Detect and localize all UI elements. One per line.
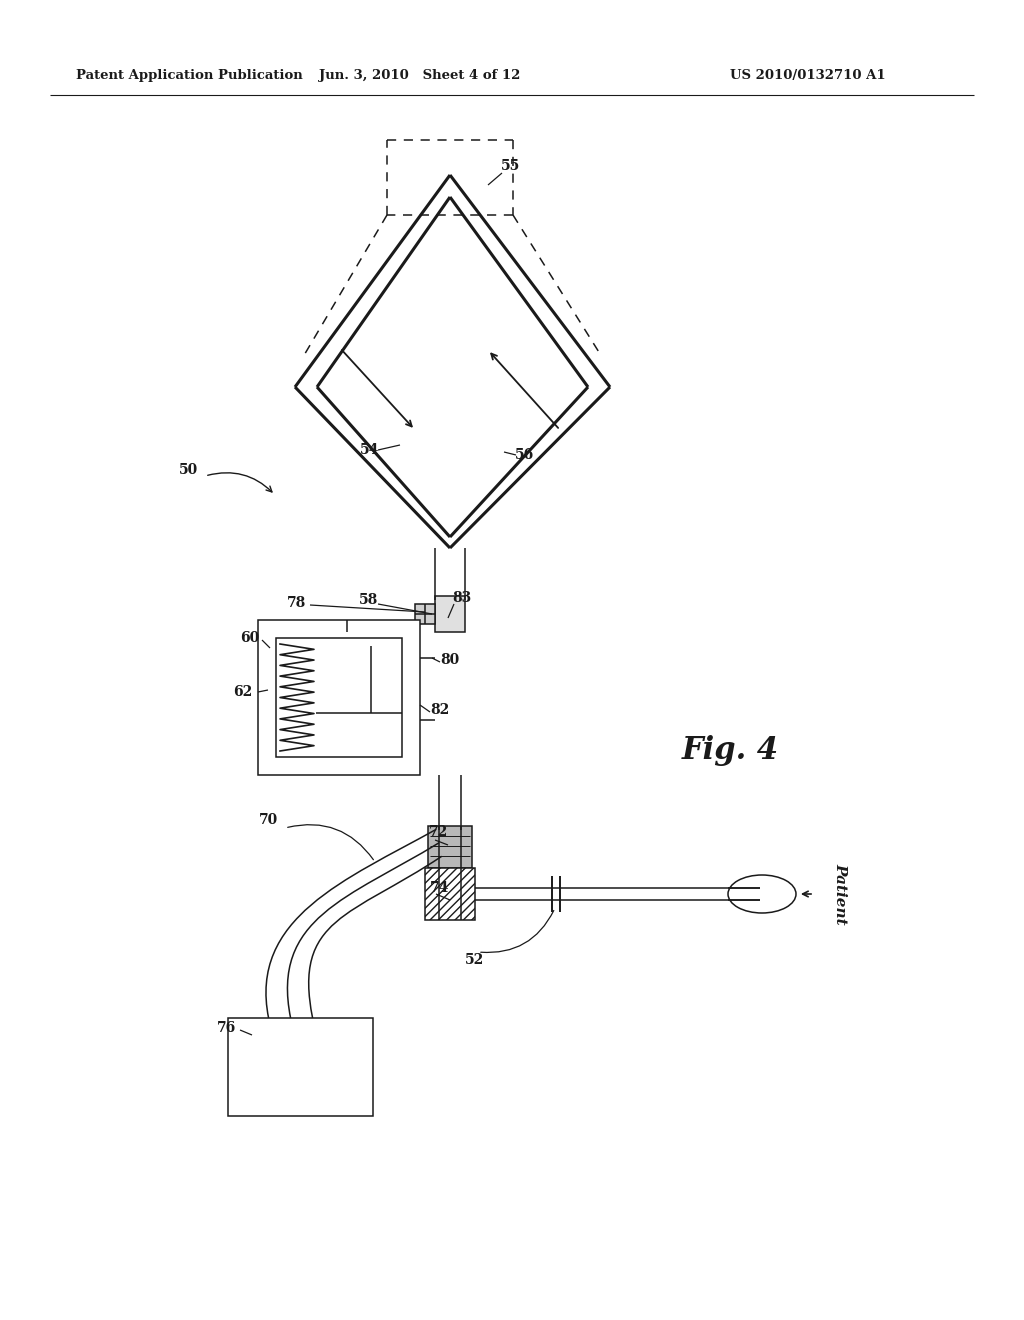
- Text: 62: 62: [233, 685, 253, 700]
- Text: 52: 52: [464, 953, 483, 968]
- Bar: [258, 620, 420, 775]
- Bar: [428, 826, 472, 869]
- Text: 78: 78: [287, 597, 305, 610]
- Text: 83: 83: [453, 591, 472, 605]
- Text: Patent Application Publication: Patent Application Publication: [76, 69, 303, 82]
- Text: 82: 82: [430, 704, 450, 717]
- Text: 74: 74: [430, 880, 450, 895]
- Bar: [425, 869, 475, 920]
- Bar: [228, 1018, 373, 1115]
- Bar: [276, 638, 402, 756]
- Text: 70: 70: [258, 813, 278, 828]
- Bar: [415, 605, 435, 624]
- Text: 72: 72: [428, 825, 447, 840]
- Text: 60: 60: [241, 631, 260, 645]
- Text: 55: 55: [501, 158, 519, 173]
- Text: 58: 58: [358, 593, 378, 607]
- Text: 50: 50: [178, 463, 198, 477]
- Text: 76: 76: [216, 1020, 236, 1035]
- Text: 80: 80: [440, 653, 460, 667]
- Text: Jun. 3, 2010   Sheet 4 of 12: Jun. 3, 2010 Sheet 4 of 12: [319, 69, 520, 82]
- Bar: [435, 597, 465, 632]
- Text: Patient: Patient: [833, 863, 847, 925]
- Text: 54: 54: [360, 444, 380, 457]
- Text: 56: 56: [514, 447, 534, 462]
- Text: Fig. 4: Fig. 4: [681, 734, 778, 766]
- Text: US 2010/0132710 A1: US 2010/0132710 A1: [730, 69, 886, 82]
